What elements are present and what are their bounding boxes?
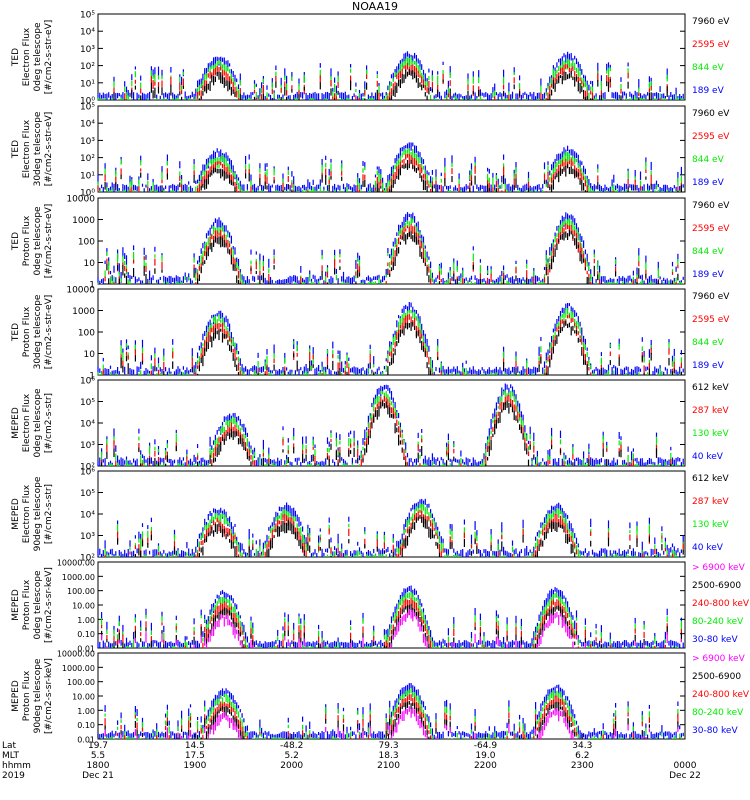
y-tick-label: 10¹ (80, 79, 95, 89)
legend-entry: 40 keV (692, 543, 724, 553)
y-tick-label: 1 (89, 372, 95, 382)
y-tick-label: 10⁴ (80, 420, 95, 430)
y-tick-label: 100 (78, 329, 95, 339)
legend-entry: 2595 eV (692, 315, 730, 325)
y-axis-label-line: 0deg telescope (33, 206, 43, 276)
legend-entry: 130 keV (692, 429, 729, 439)
y-axis-label-line: 0deg telescope (33, 22, 43, 92)
y-axis-label-line: Electron Flux (22, 393, 32, 452)
y-axis-label-line: [#/cm2-s-str-eV] (44, 20, 54, 95)
legend-entry: 40 keV (692, 452, 724, 462)
y-tick-label: 10⁴ (80, 120, 95, 130)
panel-6: 10² 10³ 10⁴ 10⁵ 10⁶ MEPED Electron Flux 90deg t… (11, 468, 729, 564)
y-tick-label: 10⁵ (80, 11, 95, 21)
y-tick-label: 10⁵ (80, 489, 95, 499)
y-axis-label-line: MEPED (11, 498, 21, 530)
legend-entry: 189 eV (692, 178, 725, 188)
y-tick-label: 10⁵ (80, 103, 95, 113)
y-tick-label: 10³ (80, 441, 95, 451)
y-tick-label: 1000 (72, 307, 95, 317)
y-axis-label-line: [#/cm2-s-str-eV] (44, 112, 54, 187)
y-axis-label-line: Electron Flux (22, 27, 32, 86)
y-tick-label: 10000 (66, 286, 95, 296)
y-axis-label-line: [#/cm2-s-str-eV] (44, 295, 54, 370)
legend-entry: 189 eV (692, 361, 725, 371)
y-tick-label: 10² (80, 62, 95, 72)
panel-5: 10² 10³ 10⁴ 10⁵ 10⁶ MEPED Electron Flux 0deg te… (11, 377, 729, 473)
y-axis-label-line: 0deg telescope (33, 388, 43, 458)
legend-entry: 7960 eV (692, 109, 730, 119)
panel-2: 10⁰ 10¹ 10² 10³ 10⁴ 10⁵ TED Electron Flux 30deg … (11, 103, 730, 199)
y-axis-label-line: TED (11, 48, 21, 67)
legend-entry: 189 eV (692, 270, 725, 280)
y-axis-label-line: 30deg telescope (33, 294, 43, 369)
panel-frame (97, 470, 686, 558)
y-tick-label: 10² (80, 154, 95, 164)
legend-entry: 189 eV (692, 86, 725, 96)
y-tick-label: 10⁶ (80, 468, 95, 478)
y-axis-label-line: Proton Flux (22, 215, 32, 266)
y-tick-label: 10³ (80, 137, 95, 147)
y-axis-label-line: Electron Flux (22, 119, 32, 178)
y-tick-label: 10⁵ (80, 398, 95, 408)
y-tick-label: 10 (84, 350, 96, 360)
y-axis-label-line: [#/cm2-s-str] (44, 484, 54, 544)
legend-entry: 7960 eV (692, 201, 730, 211)
y-tick-label: 10⁶ (80, 377, 95, 387)
chart-title: NOAA19 (351, 0, 399, 13)
y-tick-label: 10³ (80, 45, 95, 55)
panel-3: 1 10 100 1000 10000 TED Proton Flux 0deg telesc… (11, 195, 730, 291)
y-axis-label-line: MEPED (11, 407, 21, 439)
y-axis-label-line: 90deg telescope (33, 476, 43, 551)
legend-entry: 287 keV (692, 406, 729, 416)
legend-entry: 844 eV (692, 155, 725, 165)
legend-entry: 844 eV (692, 247, 725, 257)
legend-entry: 2595 eV (692, 132, 730, 142)
legend-entry: 130 keV (692, 520, 729, 530)
y-tick-label: 10² (80, 463, 95, 473)
legend-entry: 612 keV (692, 474, 729, 484)
y-axis-label-line: Electron Flux (22, 484, 32, 543)
y-axis-label-line: TED (11, 323, 21, 342)
legend-entry: 2595 eV (692, 40, 730, 50)
y-tick-label: 10² (80, 554, 95, 564)
panel-frame (97, 13, 686, 101)
y-tick-label: 10 (84, 259, 96, 269)
legend-entry: 287 keV (692, 497, 729, 507)
y-tick-label: 10⁴ (80, 511, 95, 521)
y-tick-label: 1 (89, 281, 95, 291)
y-tick-label: 10⁰ (80, 189, 95, 199)
legend-entry: 2595 eV (692, 224, 730, 234)
y-tick-label: 10000 (66, 195, 95, 205)
legend-entry: 844 eV (692, 63, 725, 73)
y-tick-label: 10⁴ (80, 28, 95, 38)
y-tick-label: 10⁰ (80, 97, 95, 107)
y-axis-label-line: TED (11, 140, 21, 159)
y-axis-label-line: TED (11, 232, 21, 251)
legend-entry: 7960 eV (692, 292, 730, 302)
y-axis-label-line: 30deg telescope (33, 111, 43, 186)
y-tick-label: 10³ (80, 532, 95, 542)
legend-entry: 7960 eV (692, 17, 730, 27)
y-axis-label-line: [#/cm2-s-str] (44, 393, 54, 453)
legend-entry: 844 eV (692, 338, 725, 348)
panel-4: 1 10 100 1000 10000 TED Proton Flux 30deg teles… (11, 286, 730, 382)
y-axis-label-line: Proton Flux (22, 306, 32, 357)
panel-1: 10⁰ 10¹ 10² 10³ 10⁴ 10⁵ TED Electron Flux 0deg t… (11, 11, 730, 107)
y-tick-label: 10¹ (80, 171, 95, 181)
legend-entry: 612 keV (692, 383, 729, 393)
y-tick-label: 100 (78, 238, 95, 248)
y-tick-label: 1000 (72, 216, 95, 226)
y-axis-label-line: [#/cm2-s-str-eV] (44, 204, 54, 279)
